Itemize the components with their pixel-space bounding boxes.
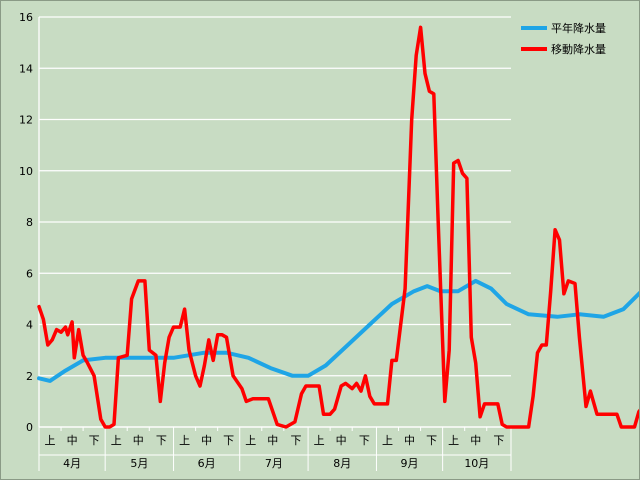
period-label: 中 [470,434,481,447]
period-label: 下 [290,434,301,447]
period-label: 上 [179,434,190,447]
y-axis: 0 2 4 6 8 10 12 14 16 [19,11,40,434]
month-label: 5月 [130,457,148,470]
y-tick-label: 6 [26,267,33,280]
y-tick-label: 8 [26,216,33,229]
period-label: 下 [223,434,234,447]
y-tick-label: 12 [19,114,33,127]
period-label: 下 [89,434,100,447]
y-tick-label: 0 [26,421,33,434]
period-label: 下 [426,434,437,447]
y-tick-label: 14 [19,62,33,75]
month-label: 6月 [198,457,216,470]
legend: 平年降水量 移動降水量 [521,21,606,56]
series-line-moving [37,25,639,429]
period-label: 中 [201,434,212,447]
month-label: 9月 [401,457,419,470]
period-label: 上 [245,434,256,447]
y-tick-label: 16 [19,11,33,24]
y-tick-label: 10 [19,165,33,178]
y-tick-label: 4 [26,319,33,332]
period-label: 上 [111,434,122,447]
period-label: 中 [133,434,144,447]
y-tick-label: 2 [26,370,33,383]
period-label: 中 [404,434,415,447]
legend-normal-label: 平年降水量 [551,21,606,35]
month-label: 7月 [265,457,283,470]
series-lines [37,25,639,429]
month-label: 8月 [333,457,351,470]
legend-moving-label: 移動降水量 [551,42,606,56]
period-label: 下 [359,434,370,447]
period-label: 中 [267,434,278,447]
period-label: 上 [314,434,325,447]
series-line-normal [37,278,639,383]
period-label: 上 [45,434,56,447]
x-axis: 上中下4月上中下5月上中下6月上中下7月上中下8月上中下9月上中下10月 [38,426,512,471]
period-label: 上 [448,434,459,447]
month-label: 4月 [63,457,81,470]
period-label: 中 [336,434,347,447]
period-label: 上 [382,434,393,447]
period-label: 下 [156,434,167,447]
period-label: 中 [67,434,78,447]
month-label: 10月 [464,457,489,470]
period-label: 下 [493,434,504,447]
